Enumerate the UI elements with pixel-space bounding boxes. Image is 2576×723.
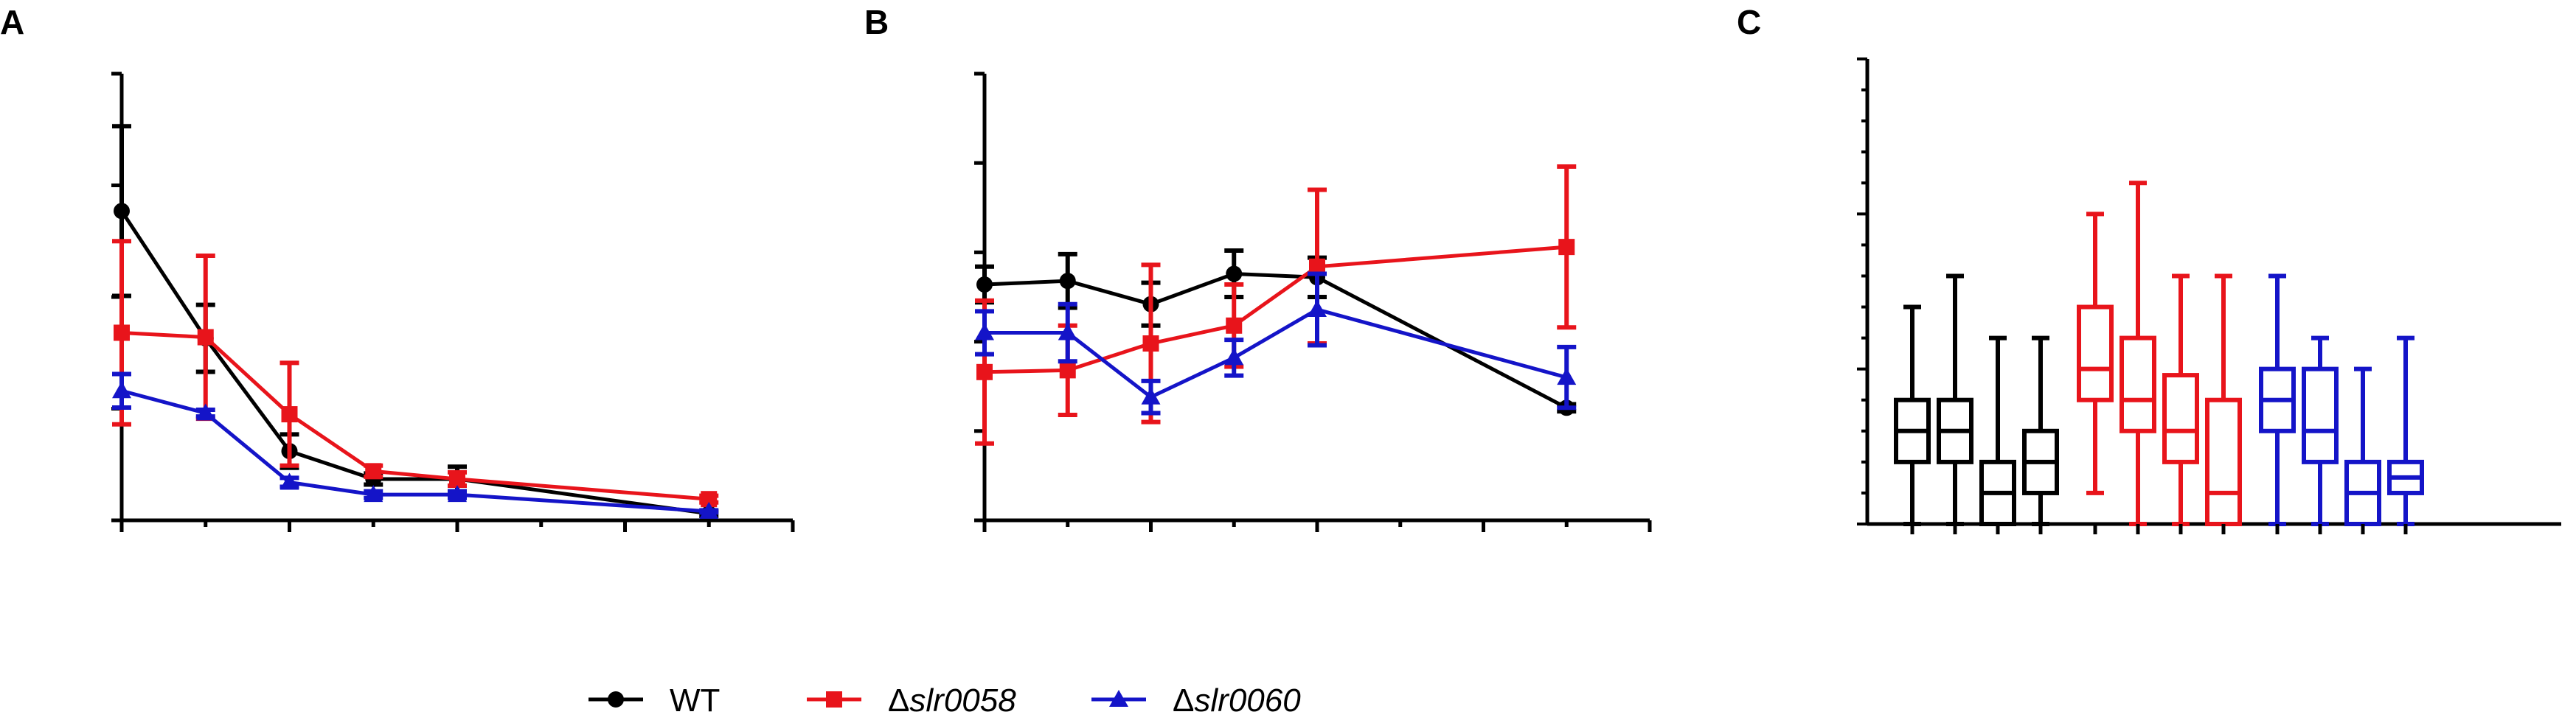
panel-a-slr0060-point (280, 472, 299, 490)
legend-label: Δslr0058 (888, 682, 1016, 719)
panel-b-letter: B (864, 3, 889, 41)
legend-marker-circle (608, 691, 624, 708)
panel-a-slr0058-point (365, 463, 382, 480)
panel-b-wt-point (976, 276, 993, 293)
panel-b-slr0058-point (1059, 362, 1076, 379)
panel-a-slr0060-point (448, 485, 467, 503)
panel-b-slr0058-point (1309, 258, 1325, 275)
legend-marker-square (826, 691, 842, 708)
panel-c-slr0060-box (2344, 366, 2381, 526)
panel-c-wt-box (1894, 304, 1931, 526)
panel-b-plot (974, 71, 1652, 532)
panel-a-slr0060-line (121, 388, 709, 514)
panel-b-slr0060-point (1308, 299, 1327, 317)
panel-a-slr0060-point (195, 403, 215, 421)
panel-c-group-slr0060 (2259, 273, 2424, 526)
panel-a-letter: A (0, 3, 24, 41)
panel-a-slr0058-point (197, 329, 214, 346)
panel-b-slr0058-point (1142, 335, 1159, 352)
panel-a-series-slr0060 (112, 371, 719, 519)
legend-label: Δslr0060 (1173, 682, 1301, 719)
panel-b-slr0060-point (1557, 368, 1577, 385)
legend-label-text: slr0058 (909, 682, 1016, 719)
panel-c-slr0058-box (2162, 273, 2199, 526)
panel-b-slr0060-point (1141, 387, 1161, 405)
panel-a-slr0058-point (701, 491, 718, 508)
panel-c-iqr-box (2302, 366, 2339, 464)
panel-c-slr0058-box (2120, 181, 2156, 526)
panel-a-slr0060-point (364, 485, 383, 503)
legend-label-prefix: Δ (888, 682, 909, 719)
panel-a-wt-point (114, 203, 130, 220)
legend: WT Δslr0058 Δslr0060 (589, 682, 1301, 719)
panel-b-slr0058-point (1558, 239, 1575, 256)
panel-c-letter: C (1737, 3, 1761, 41)
panel-c-slr0058-box (2077, 212, 2114, 495)
panel-c-iqr-box (2162, 373, 2199, 464)
legend-marker-triangle (1109, 690, 1128, 707)
panel-c-iqr-box (2077, 304, 2114, 402)
legend-label-prefix: Δ (1173, 682, 1194, 719)
panel-b-slr0058-line (984, 245, 1567, 374)
legend-label-text: WT (670, 682, 720, 719)
panel-a-series-wt (112, 124, 719, 522)
panel-c-wt-box (1979, 335, 2016, 526)
panel-b-slr0060-point (975, 323, 994, 340)
panel-a-series-slr0058 (112, 239, 719, 508)
panel-c-wt-box (2022, 335, 2059, 526)
panel-b-slr0060-point (1224, 348, 1244, 366)
legend-item-wt: WT (589, 682, 720, 719)
panel-a-slr0060-point (112, 381, 131, 399)
legend-item-slr0058: Δslr0058 (807, 682, 1016, 719)
panel-c-group-wt (1894, 273, 2059, 526)
panel-c-slr0060-box (2259, 273, 2296, 526)
panel-a-slr0058-point (449, 470, 465, 487)
panel-b-slr0058-point (976, 363, 993, 380)
panel-c-iqr-box (2120, 335, 2156, 433)
panel-c-plot (1857, 57, 2561, 534)
panel-a-slr0058-point (281, 406, 298, 423)
panel-c-slr0058-box (2205, 273, 2242, 526)
panel-b-slr0060-point (1058, 323, 1077, 340)
panel-b-wt-point (1059, 273, 1076, 290)
legend-label: WT (670, 682, 720, 719)
panel-a: A (0, 3, 795, 532)
panel-b-slr0058-point (1226, 317, 1243, 334)
panel-b: B (864, 3, 1652, 532)
panel-c: C (1737, 3, 2561, 534)
panel-c-slr0060-box (2387, 335, 2424, 526)
panel-a-slr0060-point (699, 501, 719, 519)
panel-b-series-slr0060 (975, 271, 1577, 416)
panel-c-slr0060-box (2302, 335, 2339, 526)
legend-label-text: slr0060 (1194, 682, 1301, 719)
panel-a-slr0058-point (114, 324, 130, 341)
legend-item-slr0060: Δslr0060 (1091, 682, 1301, 719)
panel-b-slr0060-line (985, 307, 1567, 399)
panel-b-wt-point (1226, 265, 1243, 282)
panel-a-wt-line (119, 209, 709, 516)
panel-c-wt-box (1937, 273, 1973, 526)
panel-c-iqr-box (2205, 397, 2242, 526)
panel-a-plot (111, 71, 795, 532)
panel-a-slr0058-line (121, 330, 709, 501)
panel-c-group-slr0058 (2077, 181, 2242, 526)
panel-b-wt-line (984, 271, 1568, 410)
